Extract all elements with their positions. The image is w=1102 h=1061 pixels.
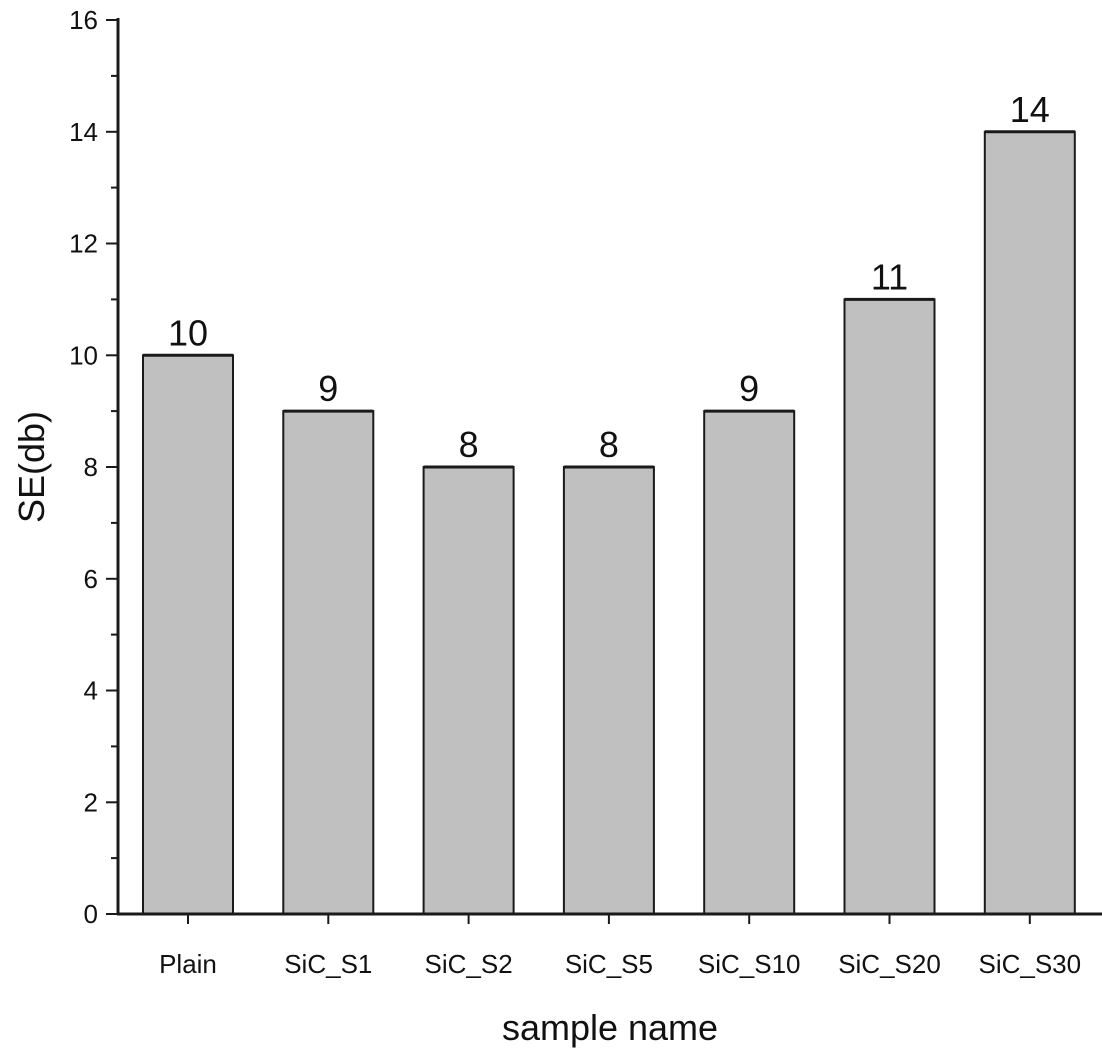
x-tick-label: SiC_S5	[565, 949, 653, 979]
data-label: 9	[739, 368, 759, 409]
y-tick-label: 4	[84, 676, 98, 706]
x-tick-label: SiC_S20	[838, 949, 941, 979]
y-tick-label: 14	[69, 117, 98, 147]
y-tick-label: 0	[84, 899, 98, 929]
data-label: 11	[871, 256, 908, 297]
bars-layer	[142, 130, 1076, 916]
y-ticks: 0 2 4 6 8 10 12 14 16	[69, 5, 118, 929]
x-tick-label: SiC_S2	[425, 949, 513, 979]
x-axis-title: sample name	[502, 1007, 718, 1048]
bar-sic-s30	[983, 130, 1076, 916]
data-labels: 10 9 8 8 9 11 14	[168, 89, 1050, 465]
y-tick-label: 6	[84, 564, 98, 594]
x-tick-label: SiC_S10	[698, 949, 801, 979]
data-label: 9	[318, 368, 338, 409]
y-tick-label: 16	[69, 5, 98, 35]
bar-plain	[142, 354, 234, 916]
y-axis-title: SE(db)	[11, 411, 52, 523]
bar-sic-s2	[422, 466, 515, 915]
data-label: 8	[459, 424, 479, 465]
bar-sic-s10	[703, 410, 796, 915]
bar-sic-s5	[562, 466, 655, 915]
y-tick-label: 12	[69, 229, 98, 259]
x-tick-label: SiC_S30	[978, 949, 1081, 979]
y-tick-label: 8	[84, 452, 98, 482]
x-tick-label: Plain	[159, 949, 217, 979]
bar-sic-s20	[843, 298, 936, 915]
x-ticks: Plain SiC_S1 SiC_S2 SiC_S5 SiC_S10 SiC_S20 SiC…	[159, 914, 1081, 979]
data-label: 8	[599, 424, 619, 465]
data-label: 10	[168, 312, 208, 353]
data-label: 14	[1010, 89, 1050, 130]
bar-sic-s1	[282, 410, 375, 915]
x-tick-label: SiC_S1	[284, 949, 372, 979]
y-tick-label: 10	[69, 340, 98, 370]
y-tick-label: 2	[84, 787, 98, 817]
